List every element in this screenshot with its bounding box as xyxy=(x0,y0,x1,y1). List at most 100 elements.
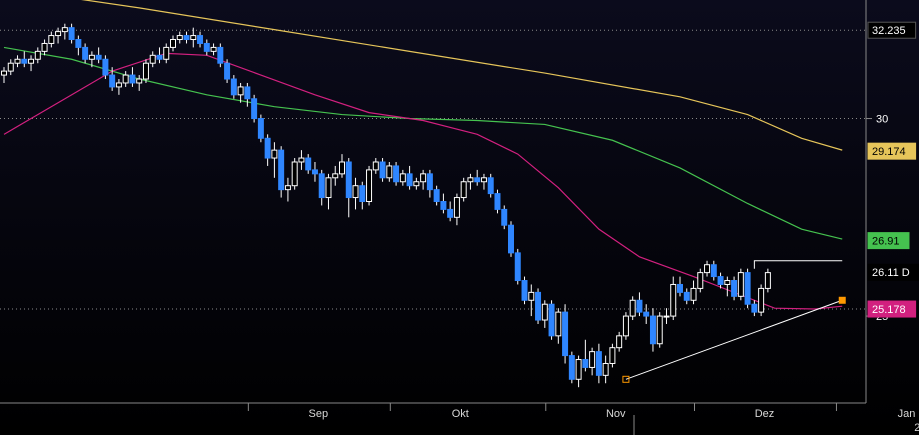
candle-up xyxy=(704,264,711,274)
candle-down xyxy=(95,54,102,60)
candle-up xyxy=(352,185,359,199)
candle-up xyxy=(41,42,48,52)
candle-down xyxy=(501,208,508,226)
candle-up xyxy=(176,35,183,41)
trend-marker xyxy=(622,375,630,383)
ma100-line xyxy=(3,46,843,240)
candle-down xyxy=(677,283,683,293)
candle-down xyxy=(197,35,204,44)
candle-down xyxy=(595,351,602,376)
candle-down xyxy=(359,185,366,202)
candle-up xyxy=(737,272,744,297)
candle-up xyxy=(670,283,677,317)
price-tag-label: 25.178 xyxy=(872,304,906,316)
candles xyxy=(1,23,771,388)
price-tag xyxy=(867,21,917,39)
candle-up xyxy=(622,315,629,337)
candle-up xyxy=(28,58,35,64)
candle-down xyxy=(21,58,28,64)
candle-up xyxy=(298,157,305,163)
candle-down xyxy=(710,264,717,278)
candle-up xyxy=(48,35,55,44)
candle-up xyxy=(663,315,670,318)
candle-down xyxy=(731,280,738,297)
candle-down xyxy=(643,311,650,317)
candle-down xyxy=(521,280,528,301)
candle-down xyxy=(257,118,264,139)
price-tag xyxy=(867,232,910,250)
candle-up xyxy=(142,62,149,80)
candle-down xyxy=(183,35,190,41)
candle-up xyxy=(480,177,487,183)
candle-down xyxy=(582,359,589,368)
candle-up xyxy=(190,35,197,41)
candle-up xyxy=(34,50,41,60)
candle-down xyxy=(230,78,237,96)
candle-up xyxy=(453,197,460,218)
candle-down xyxy=(508,224,514,254)
candle-down xyxy=(68,27,75,41)
candle-down xyxy=(406,173,413,187)
candle-up xyxy=(413,181,420,187)
candle-down xyxy=(636,299,643,313)
x-tick-label: Dez xyxy=(755,408,775,420)
candle-down xyxy=(345,161,352,199)
candle-up xyxy=(170,39,176,48)
candle-up xyxy=(88,54,95,60)
candle-up xyxy=(609,347,616,364)
candle-up xyxy=(758,287,765,313)
candle-down xyxy=(562,311,569,357)
range-box xyxy=(753,260,843,269)
candle-up xyxy=(115,82,122,88)
candle-up xyxy=(555,311,562,337)
candle-up xyxy=(163,46,170,60)
year-label: 2019 xyxy=(914,422,919,434)
candle-down xyxy=(440,201,447,210)
candle-down xyxy=(393,165,400,183)
candle-down xyxy=(102,58,109,76)
candle-down xyxy=(203,42,210,52)
candle-up xyxy=(629,299,636,317)
price-tags: 32.235 29.174 26.91 26.11 D 25.178 xyxy=(867,21,919,318)
candle-up xyxy=(14,58,21,64)
candle-up xyxy=(339,161,345,175)
candle-down xyxy=(487,177,494,195)
candle-down xyxy=(82,46,89,60)
candle-up xyxy=(284,185,291,191)
candle-up xyxy=(697,272,704,289)
candle-up xyxy=(467,177,474,183)
candle-up xyxy=(61,27,68,33)
candle-up xyxy=(366,169,373,202)
price-tag xyxy=(867,300,917,318)
candle-down xyxy=(129,74,136,84)
candle-down xyxy=(744,272,751,305)
candle-up xyxy=(399,173,406,183)
candle-up xyxy=(372,161,379,171)
candle-down xyxy=(264,137,271,159)
candle-up xyxy=(332,173,339,179)
candle-up xyxy=(386,165,393,179)
candle-up xyxy=(602,362,609,376)
candle-down xyxy=(514,252,521,282)
candle-up xyxy=(420,173,427,183)
candle-up xyxy=(764,272,771,289)
candle-up xyxy=(656,315,663,345)
candle-down xyxy=(251,98,258,120)
candle-down xyxy=(649,315,656,345)
candle-down xyxy=(109,74,116,88)
candle-up xyxy=(7,62,14,72)
candle-up xyxy=(460,181,467,199)
candle-up xyxy=(724,280,731,285)
candle-up xyxy=(325,177,332,199)
candle-up xyxy=(122,74,129,84)
x-tick-label: Sep xyxy=(309,408,329,420)
candle-up xyxy=(541,303,548,321)
candle-up xyxy=(690,287,697,301)
x-tick-label: Nov xyxy=(606,408,626,420)
candle-up xyxy=(136,78,143,84)
candle-down xyxy=(494,193,501,210)
candle-down xyxy=(311,169,318,175)
ma200-line xyxy=(80,0,843,151)
candle-up xyxy=(1,70,7,76)
